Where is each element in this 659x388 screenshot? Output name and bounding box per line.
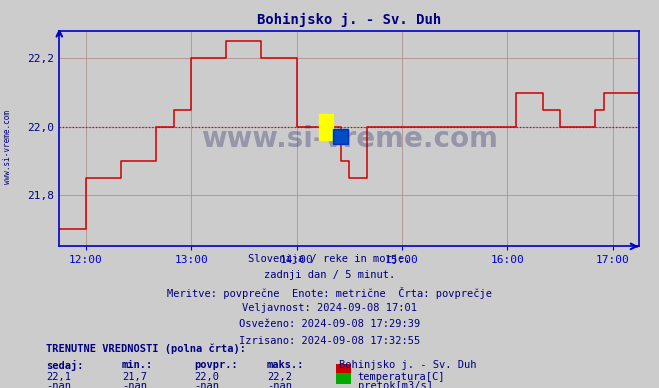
Text: 22,0: 22,0 — [194, 372, 219, 382]
Text: Izrisano: 2024-09-08 17:32:55: Izrisano: 2024-09-08 17:32:55 — [239, 336, 420, 346]
Bar — [333, 129, 348, 144]
Text: 22,2: 22,2 — [267, 372, 292, 382]
Text: -nan: -nan — [46, 381, 71, 388]
Text: temperatura[C]: temperatura[C] — [358, 372, 445, 382]
Text: Bohinjsko j. - Sv. Duh: Bohinjsko j. - Sv. Duh — [339, 360, 477, 370]
Text: -nan: -nan — [194, 381, 219, 388]
Text: TRENUTNE VREDNOSTI (polna črta):: TRENUTNE VREDNOSTI (polna črta): — [46, 343, 246, 354]
Text: 22,1: 22,1 — [46, 372, 71, 382]
Text: Meritve: povprečne  Enote: metrične  Črta: povprečje: Meritve: povprečne Enote: metrične Črta:… — [167, 287, 492, 299]
Text: Veljavnost: 2024-09-08 17:01: Veljavnost: 2024-09-08 17:01 — [242, 303, 417, 313]
Text: pretok[m3/s]: pretok[m3/s] — [358, 381, 433, 388]
Text: 21,7: 21,7 — [122, 372, 147, 382]
Text: Osveženo: 2024-09-08 17:29:39: Osveženo: 2024-09-08 17:29:39 — [239, 319, 420, 329]
Text: -nan: -nan — [267, 381, 292, 388]
Text: www.si-vreme.com: www.si-vreme.com — [3, 111, 13, 184]
Text: sedaj:: sedaj: — [46, 360, 84, 371]
Text: min.:: min.: — [122, 360, 153, 370]
Bar — [319, 114, 333, 140]
Text: povpr.:: povpr.: — [194, 360, 238, 370]
Bar — [333, 129, 348, 144]
Text: maks.:: maks.: — [267, 360, 304, 370]
Title: Bohinjsko j. - Sv. Duh: Bohinjsko j. - Sv. Duh — [257, 13, 442, 27]
Text: -nan: -nan — [122, 381, 147, 388]
Text: www.si-vreme.com: www.si-vreme.com — [201, 125, 498, 153]
Text: Slovenija / reke in morje.: Slovenija / reke in morje. — [248, 254, 411, 264]
Text: zadnji dan / 5 minut.: zadnji dan / 5 minut. — [264, 270, 395, 281]
